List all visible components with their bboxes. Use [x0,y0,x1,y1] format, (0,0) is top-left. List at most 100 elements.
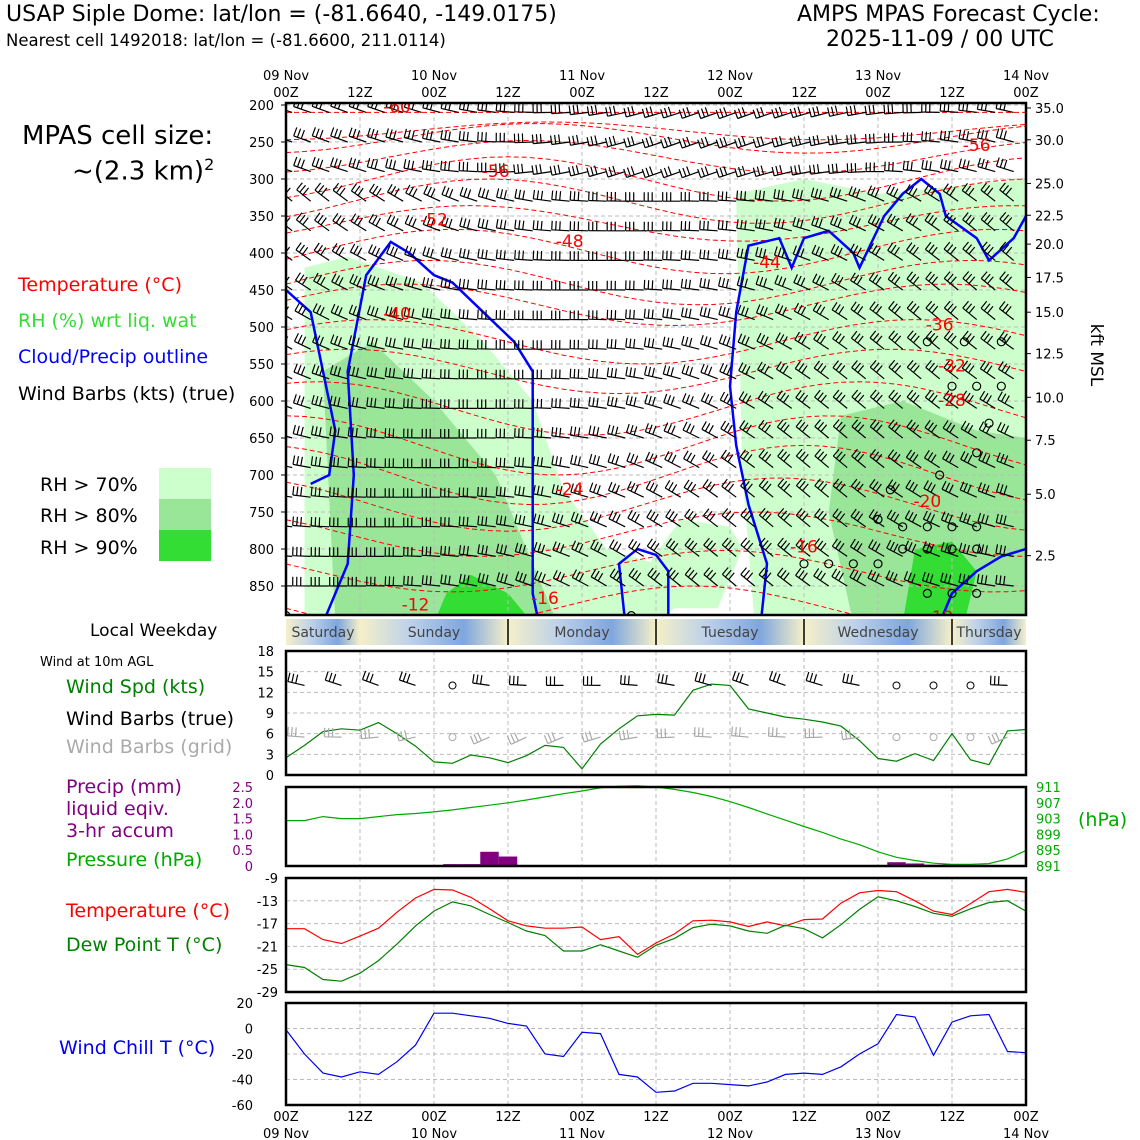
wind-barb [845,105,866,117]
cross-section: -60 -56 -56 -52 -48 -44 -40 -36 -32 -28 -24 -20 -16 -… [286,103,1026,615]
wind-barb [623,106,644,118]
wind-barb [961,390,978,409]
cell-size-line2: ~(2.3 km) [72,156,205,187]
wind-barb [814,419,830,439]
wind-barb [606,280,626,291]
wind-barb [832,448,848,469]
calm-circle [626,611,636,615]
precip-bar [498,856,518,866]
wind-barb [643,337,663,350]
calm-circle-grid [448,733,457,742]
wind-barb [294,302,311,321]
wind-barb [286,336,293,350]
wind-barb [588,280,607,291]
wind-barb [792,188,811,202]
wind-barb [795,419,811,439]
wind-barb [366,397,385,409]
temp-contour [286,259,1026,306]
wind-barb-grid [656,728,675,739]
legend-temp: Temperature (°C) [66,900,230,922]
wind-barb [867,214,885,232]
wind-barb [752,165,774,177]
wind-barb [384,547,404,557]
wind-barb [477,131,496,143]
wind-barb [715,166,737,178]
wind-barb [569,426,589,439]
wind-barb [440,574,459,587]
wind-barb [886,213,904,232]
wind-barb [755,247,774,261]
wind-barb [700,363,718,380]
wind-barb [740,537,756,557]
temp-contour [286,585,858,615]
wind-barb [646,509,663,528]
wind-barb [902,103,922,114]
legend-pressure: Pressure (hPa) [66,849,203,871]
wind-barb-10m [508,675,527,686]
wind-barb [458,458,478,469]
legend-precip-l2: liquid eqiv. [66,798,169,820]
wind-barb [884,133,903,143]
wind-barb [570,511,589,528]
temp-contour-label: -52 [420,211,448,231]
wind-barb [829,186,848,202]
wind-barb [681,364,700,380]
wind-barb [921,159,940,173]
wind-barb [998,301,1015,321]
wind-barb [684,567,700,587]
wind-barb [403,575,422,587]
temp-contour [286,156,1026,202]
wind-barb [570,483,589,498]
wind-barb [458,487,478,498]
pressure-ytick-label: 895 [1036,844,1061,859]
wind-barb [568,134,589,146]
wind-barb [662,365,681,380]
wind-barb [641,106,663,119]
hpa-tick-label: 750 [249,506,274,521]
wind-barb [737,304,755,321]
wind-barb [310,577,330,587]
wind-barb [312,333,330,350]
wind-ytick-label: 18 [257,645,274,660]
wind-barb [514,103,533,113]
wind-barb [827,163,848,174]
wind-barb [458,278,478,291]
wind-barb [551,455,570,469]
wind-barb [942,183,959,202]
wind-barb [999,241,1015,261]
wind-barb [549,164,570,176]
wind-barb [643,192,663,202]
wind-barb [384,488,404,498]
wind-barb [607,453,626,469]
wind-barb [366,336,385,350]
wind-barb [869,478,885,498]
wind-barb [980,271,996,291]
temp-contour-label: -20 [913,492,941,512]
legend-dewpoint: Dew Point T (°C) [66,934,223,956]
wind-barb [887,271,904,291]
wind-barb [868,242,885,261]
wind-barb-grid [618,729,638,741]
wind-barb [403,103,422,113]
wind-barb [514,542,533,557]
rh70-area-mid [643,519,743,609]
wind-barb [643,279,663,291]
wind-barb [699,191,718,202]
wind-barb [403,546,422,557]
wind-barb [403,306,422,321]
wind-barb [869,419,885,439]
wind-barb [421,458,441,469]
cloud-outline [941,547,1026,615]
calm-circle [972,381,982,391]
wind-barb [571,540,589,557]
wind-barb [869,360,885,380]
wind-barb [477,187,496,202]
wind-barb [569,281,589,291]
wind-barb [588,396,607,409]
wind-barb [347,396,367,409]
wind-barb [477,486,496,498]
wind-barb [329,426,348,439]
legend-wind: Wind Barbs (kts) (true) [18,383,236,405]
wind-barb [794,360,811,380]
wind-barb [331,273,348,291]
